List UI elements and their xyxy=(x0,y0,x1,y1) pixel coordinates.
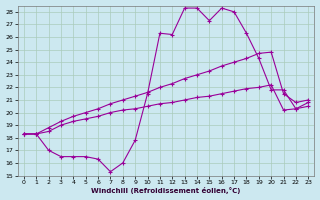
X-axis label: Windchill (Refroidissement éolien,°C): Windchill (Refroidissement éolien,°C) xyxy=(92,187,241,194)
